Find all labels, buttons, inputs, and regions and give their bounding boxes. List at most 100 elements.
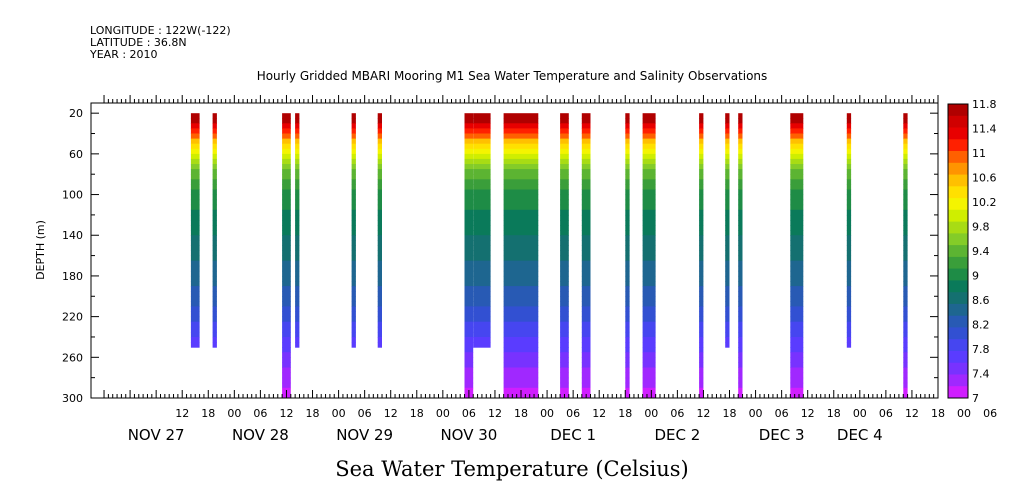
data-cell bbox=[738, 189, 743, 196]
data-cell bbox=[699, 179, 704, 185]
data-cell bbox=[790, 148, 804, 155]
data-cell bbox=[473, 138, 491, 145]
data-cell bbox=[625, 174, 630, 180]
data-cell bbox=[282, 189, 291, 196]
data-cell bbox=[464, 143, 474, 150]
data-cell bbox=[625, 118, 630, 124]
data-cell bbox=[738, 194, 743, 201]
data-cell bbox=[377, 230, 382, 236]
data-cell bbox=[738, 209, 743, 216]
data-cell bbox=[351, 265, 356, 272]
data-cell bbox=[738, 250, 743, 257]
data-cell bbox=[473, 265, 491, 272]
data-cell bbox=[790, 189, 804, 196]
data-cell bbox=[581, 199, 591, 206]
data-cell bbox=[725, 179, 730, 185]
data-cell bbox=[473, 240, 491, 246]
data-cell bbox=[190, 326, 200, 333]
data-cell bbox=[560, 204, 569, 211]
data-cell bbox=[581, 143, 591, 150]
data-cell bbox=[377, 128, 382, 134]
data-cell bbox=[903, 235, 908, 241]
data-cell bbox=[738, 143, 743, 150]
data-cell bbox=[212, 230, 217, 236]
data-cell bbox=[473, 331, 491, 338]
data-cell bbox=[377, 153, 382, 160]
data-cell bbox=[625, 347, 630, 353]
data-cell bbox=[903, 179, 908, 185]
data-cell bbox=[282, 184, 291, 190]
data-cell bbox=[212, 250, 217, 257]
data-cell bbox=[846, 281, 852, 287]
data-cell bbox=[903, 342, 908, 348]
x-day-label: DEC 2 bbox=[654, 426, 700, 444]
data-cell bbox=[699, 184, 704, 190]
data-cell bbox=[212, 225, 217, 231]
data-cell bbox=[846, 265, 852, 272]
data-cell bbox=[625, 204, 630, 211]
data-cell bbox=[625, 194, 630, 201]
data-cell bbox=[212, 220, 217, 226]
data-cell bbox=[473, 184, 491, 190]
data-cell bbox=[642, 225, 656, 231]
legend-swatch bbox=[948, 268, 968, 281]
data-cell bbox=[846, 230, 852, 236]
data-cell bbox=[642, 377, 656, 384]
data-cell bbox=[473, 255, 491, 262]
data-cell bbox=[903, 164, 908, 170]
data-cell bbox=[699, 230, 704, 236]
legend-label: 9.4 bbox=[972, 245, 990, 258]
data-cell bbox=[212, 245, 217, 251]
data-cell bbox=[625, 352, 630, 358]
data-cell bbox=[295, 316, 300, 323]
data-cell bbox=[581, 225, 591, 231]
data-cell bbox=[625, 326, 630, 333]
data-cell bbox=[473, 301, 491, 307]
data-cell bbox=[464, 326, 474, 333]
data-cell bbox=[625, 169, 630, 175]
data-cell bbox=[625, 337, 630, 343]
data-cell bbox=[295, 113, 300, 119]
data-cell bbox=[725, 240, 730, 246]
data-cell bbox=[503, 367, 539, 374]
data-cell bbox=[560, 316, 569, 323]
data-cell bbox=[560, 337, 569, 343]
data-cell bbox=[282, 372, 291, 379]
data-cell bbox=[790, 204, 804, 211]
data-cell bbox=[738, 138, 743, 145]
legend-label: 11.8 bbox=[972, 98, 997, 111]
data-cell bbox=[790, 275, 804, 282]
data-cell bbox=[464, 331, 474, 338]
data-cell bbox=[464, 306, 474, 312]
data-cell bbox=[642, 382, 656, 389]
data-cell bbox=[503, 214, 539, 221]
data-cell bbox=[190, 194, 200, 201]
data-cell bbox=[642, 291, 656, 297]
x-axis-label: Sea Water Temperature (Celsius) bbox=[335, 457, 689, 481]
data-cell bbox=[725, 260, 730, 267]
data-cell bbox=[503, 281, 539, 287]
legend-swatch bbox=[948, 374, 968, 387]
data-cell bbox=[464, 174, 474, 180]
data-cell bbox=[738, 296, 743, 302]
data-cell bbox=[725, 214, 730, 221]
data-cell bbox=[725, 204, 730, 211]
data-cell bbox=[560, 367, 569, 374]
data-cell bbox=[699, 382, 704, 389]
data-cell bbox=[190, 311, 200, 318]
data-cell bbox=[625, 316, 630, 323]
data-cell bbox=[190, 255, 200, 262]
legend-label: 8.6 bbox=[972, 294, 990, 307]
data-cell bbox=[351, 255, 356, 262]
data-cell bbox=[282, 342, 291, 348]
data-cell bbox=[503, 220, 539, 226]
data-cell bbox=[282, 214, 291, 221]
y-tick-label: 180 bbox=[62, 270, 83, 283]
legend-swatch bbox=[948, 280, 968, 293]
data-cell bbox=[790, 179, 804, 185]
data-cell bbox=[464, 321, 474, 328]
data-cell bbox=[846, 331, 852, 338]
data-cell bbox=[581, 240, 591, 246]
data-cell bbox=[903, 123, 908, 129]
data-cell bbox=[790, 199, 804, 206]
